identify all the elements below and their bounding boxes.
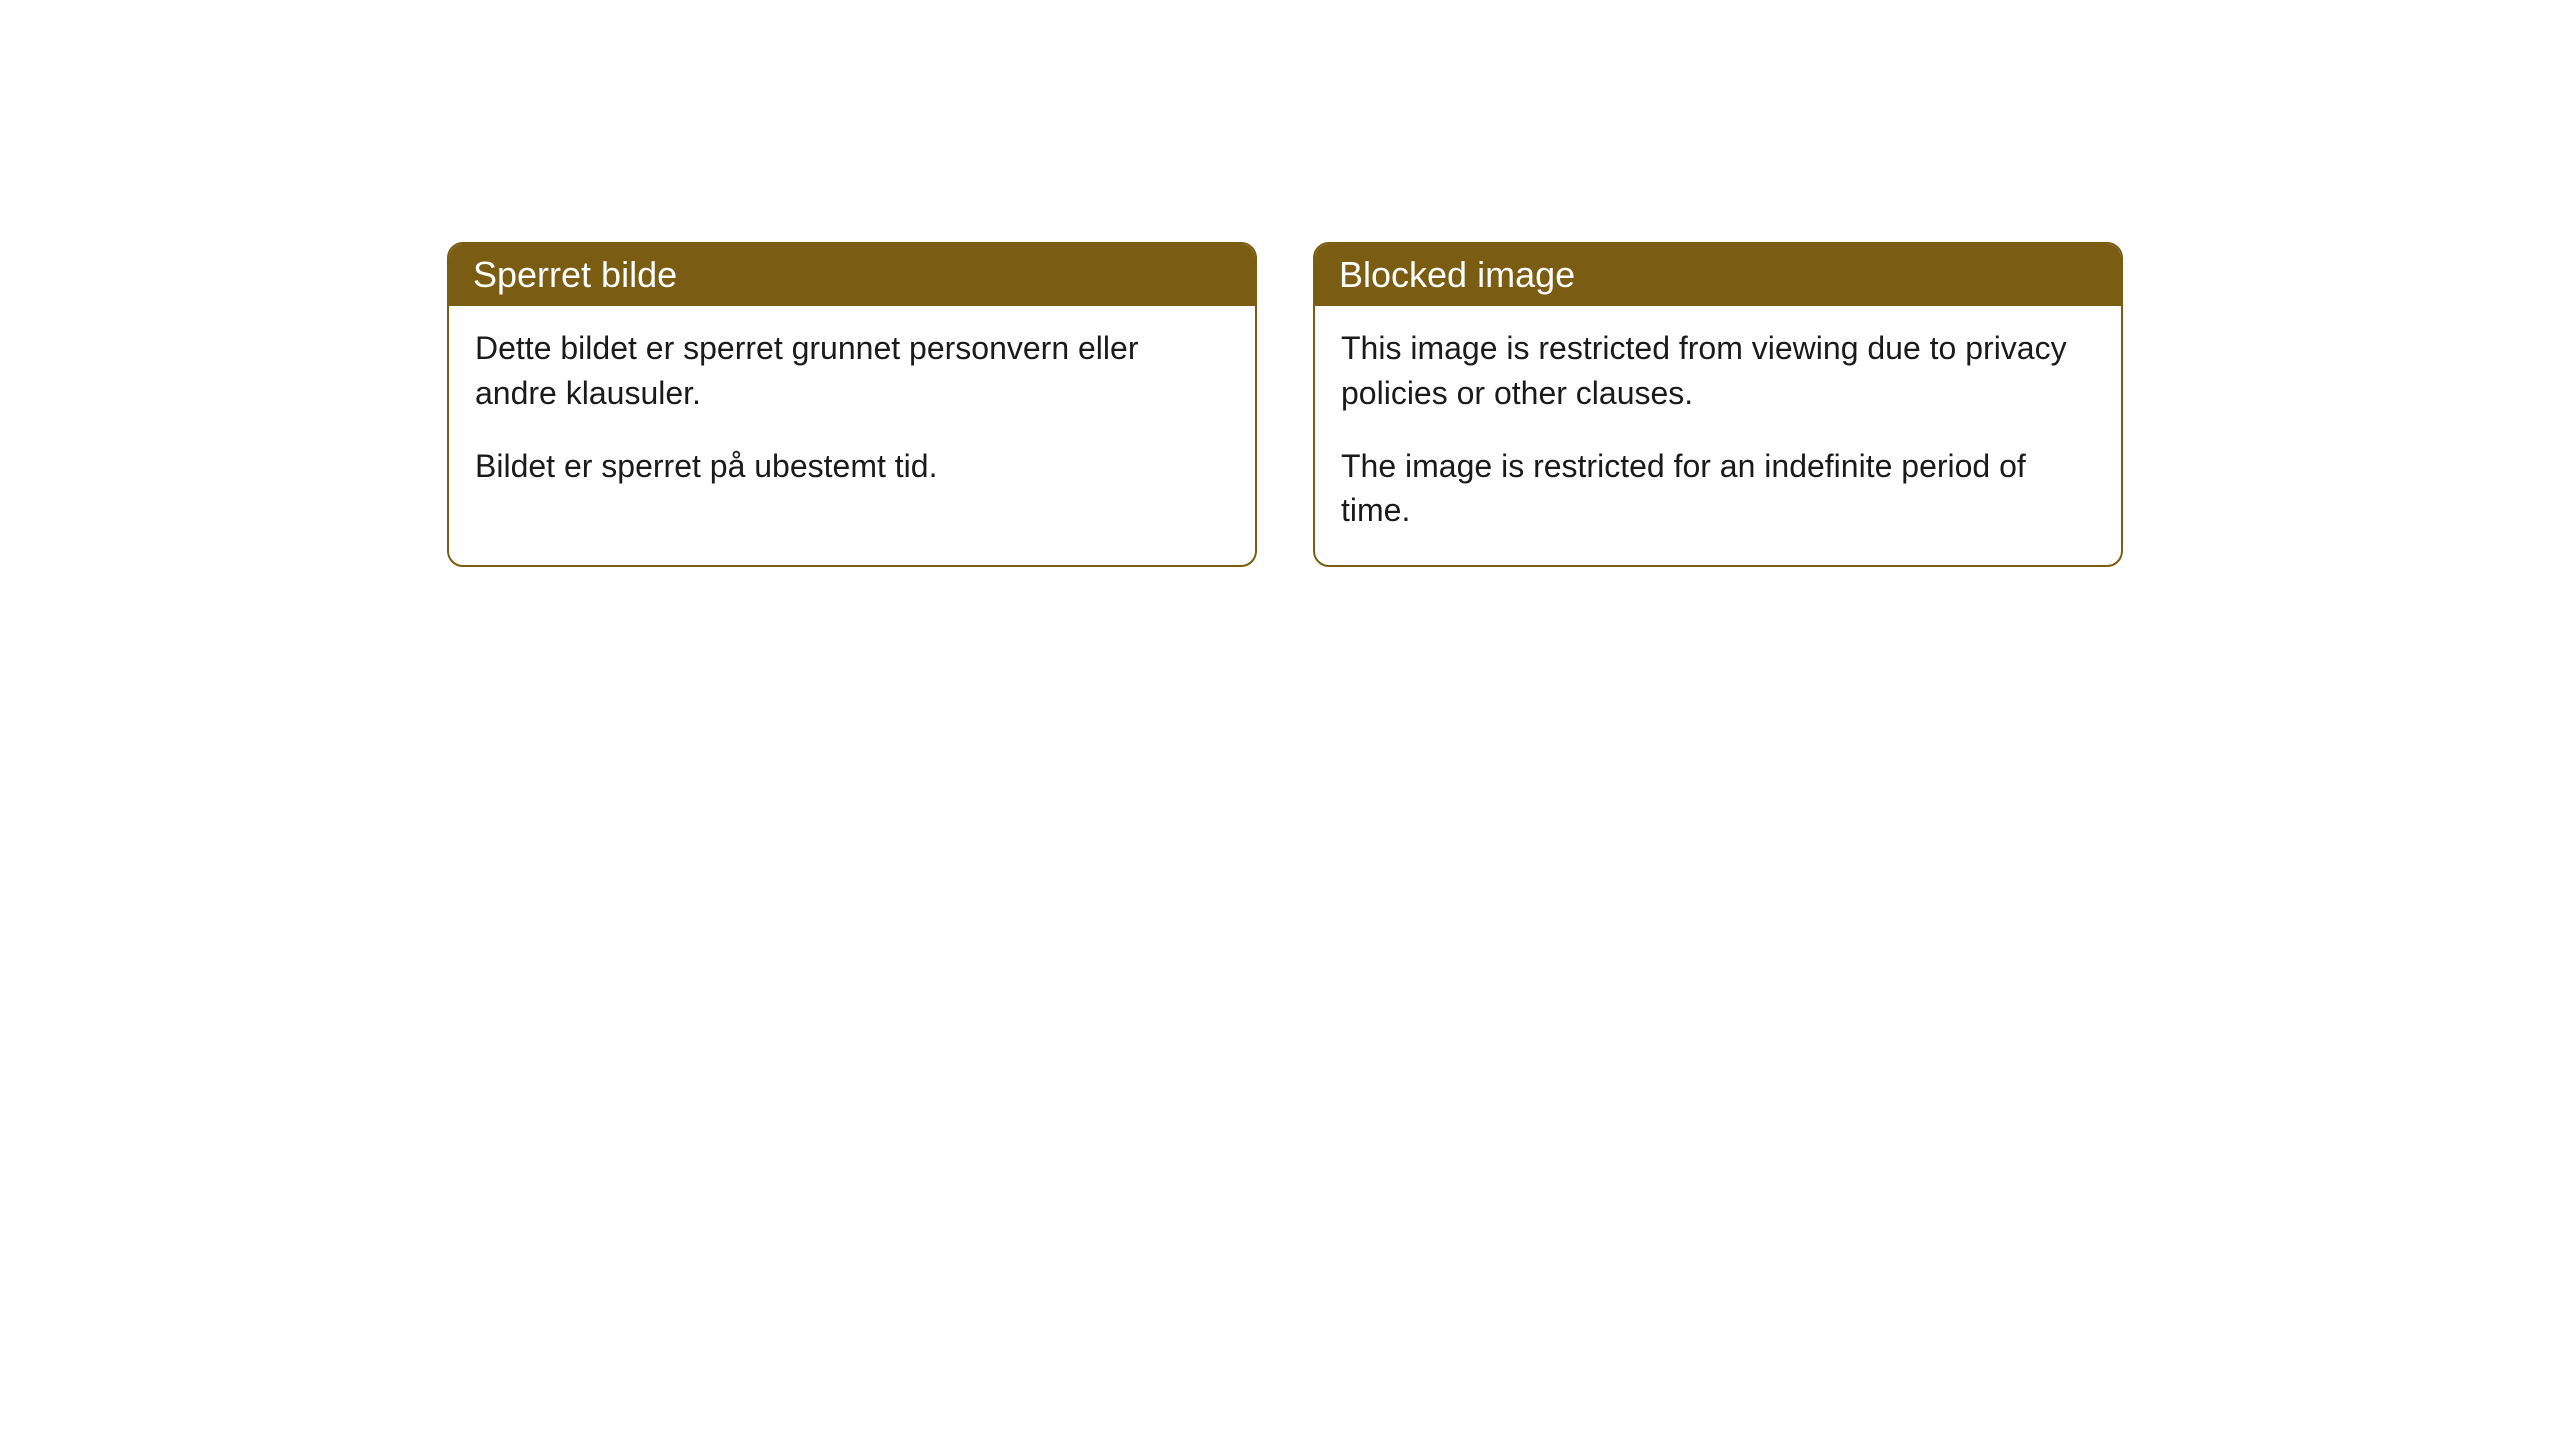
card-header-norwegian: Sperret bilde [449, 244, 1255, 306]
card-body-norwegian: Dette bildet er sperret grunnet personve… [449, 306, 1255, 520]
card-paragraph-1-english: This image is restricted from viewing du… [1341, 326, 2095, 416]
card-header-english: Blocked image [1315, 244, 2121, 306]
card-body-english: This image is restricted from viewing du… [1315, 306, 2121, 565]
card-paragraph-2-english: The image is restricted for an indefinit… [1341, 444, 2095, 534]
card-norwegian: Sperret bilde Dette bildet er sperret gr… [447, 242, 1257, 567]
card-paragraph-1-norwegian: Dette bildet er sperret grunnet personve… [475, 326, 1229, 416]
card-paragraph-2-norwegian: Bildet er sperret på ubestemt tid. [475, 444, 1229, 489]
cards-container: Sperret bilde Dette bildet er sperret gr… [447, 242, 2123, 567]
card-english: Blocked image This image is restricted f… [1313, 242, 2123, 567]
